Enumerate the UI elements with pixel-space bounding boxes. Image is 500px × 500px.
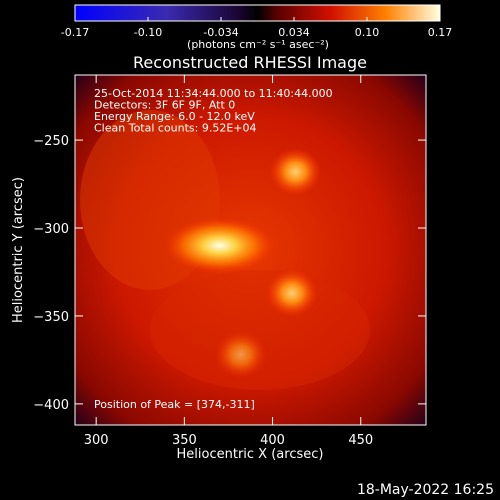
x-tick-label: 450 xyxy=(348,433,373,448)
plot-frame xyxy=(74,74,427,426)
chart-title: Reconstructed RHESSI Image xyxy=(133,53,367,72)
colorbar-tick-label: -0.17 xyxy=(61,26,89,39)
y-axis-label: Heliocentric Y (arcsec) xyxy=(11,177,26,323)
heatmap-image xyxy=(75,75,426,425)
info-line: Energy Range: 6.0 - 12.0 keV xyxy=(94,110,255,123)
y-tick-label: −250 xyxy=(33,134,69,149)
x-tick-label: 300 xyxy=(84,433,109,448)
info-line: 25-Oct-2014 11:34:44.000 to 11:40:44.000 xyxy=(94,87,333,100)
info-block: 25-Oct-2014 11:34:44.000 to 11:40:44.000… xyxy=(94,87,333,135)
info-line: Clean Total counts: 9.52E+04 xyxy=(94,122,257,135)
y-tick-label: −400 xyxy=(33,398,69,413)
source-peak xyxy=(164,217,275,274)
y-axis: −250 −300 −350 −400 xyxy=(33,134,426,413)
colorbar xyxy=(74,4,441,22)
timestamp: 18-May-2022 16:25 xyxy=(356,482,494,498)
source-peak xyxy=(214,330,267,379)
y-tick-label: −300 xyxy=(33,222,69,237)
x-axis-label: Heliocentric X (arcsec) xyxy=(177,447,324,462)
info-line: Detectors: 3F 6F 9F, Att 0 xyxy=(94,99,235,112)
x-tick-label: 350 xyxy=(172,433,197,448)
source-peak xyxy=(269,147,322,196)
peak-position-text: Position of Peak = [374,-311] xyxy=(94,398,255,411)
y-tick-label: −350 xyxy=(33,310,69,325)
colorbar-unit-label: (photons cm⁻² s⁻¹ asec⁻²) xyxy=(187,38,329,51)
colorbar-tick-label: -0.034 xyxy=(203,26,238,39)
colorbar-tick-label: 0.17 xyxy=(428,26,453,39)
colorbar-tick-label: -0.10 xyxy=(134,26,162,39)
colorbar-ticks: -0.17 -0.10 -0.034 0.034 0.10 0.17 xyxy=(61,17,452,39)
colorbar-tick-label: 0.034 xyxy=(278,26,310,39)
x-axis: 300 350 400 450 xyxy=(84,75,373,448)
colorbar-tick-label: 0.10 xyxy=(355,26,380,39)
source-peak xyxy=(265,269,318,318)
x-tick-label: 400 xyxy=(260,433,285,448)
